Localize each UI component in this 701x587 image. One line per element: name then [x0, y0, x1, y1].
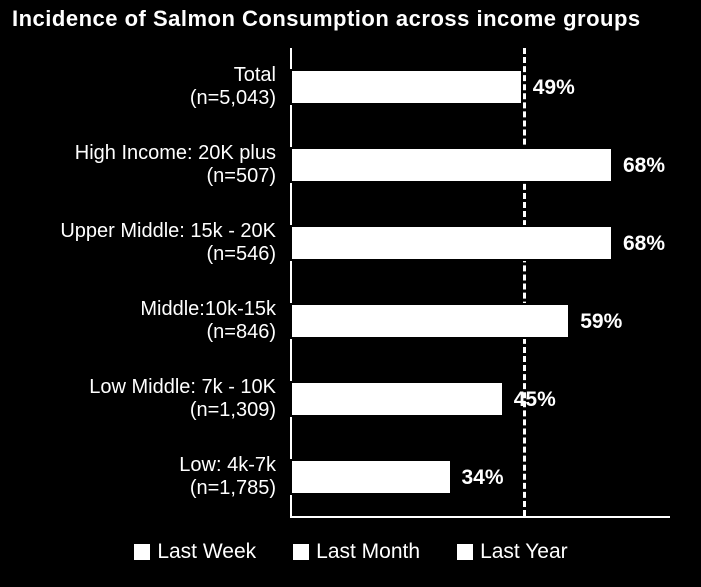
category-label-line1: High Income: 20K plus — [75, 142, 276, 164]
category-label-line1: Upper Middle: 15k - 20K — [60, 220, 276, 242]
bar — [290, 147, 613, 183]
legend-item: Last Year — [456, 540, 568, 564]
category-label: Low: 4k-7k (n=1,785) — [179, 454, 276, 500]
category-label-line2: (n=507) — [207, 165, 277, 187]
plot-area: Total (n=5,043)49%High Income: 20K plus … — [290, 48, 670, 518]
category-label: Total (n=5,043) — [190, 64, 276, 110]
legend-swatch — [133, 543, 151, 561]
category-label: Low Middle: 7k - 10K (n=1,309) — [89, 376, 276, 422]
legend-swatch — [456, 543, 474, 561]
category-label-line2: (n=1,309) — [190, 399, 276, 421]
category-label: Middle:10k-15k (n=846) — [140, 298, 276, 344]
legend-item: Last Week — [133, 540, 256, 564]
legend-label: Last Year — [480, 540, 568, 564]
value-label: 68% — [623, 232, 665, 256]
chart-title: Incidence of Salmon Consumption across i… — [12, 6, 641, 32]
bar — [290, 69, 523, 105]
value-label: 34% — [462, 466, 504, 490]
category-label-line2: (n=5,043) — [190, 87, 276, 109]
value-label: 59% — [580, 310, 622, 334]
bar — [290, 303, 570, 339]
value-label: 68% — [623, 154, 665, 178]
chart-stage: Incidence of Salmon Consumption across i… — [0, 0, 701, 587]
value-label: 45% — [514, 388, 556, 412]
bar — [290, 459, 452, 495]
category-label-line1: Middle:10k-15k — [140, 298, 276, 320]
category-label-line1: Low Middle: 7k - 10K — [89, 376, 276, 398]
category-label: Upper Middle: 15k - 20K (n=546) — [60, 220, 276, 266]
category-label: High Income: 20K plus (n=507) — [75, 142, 276, 188]
legend: Last Week Last Month Last Year — [0, 540, 701, 567]
legend-label: Last Week — [157, 540, 256, 564]
category-label-line2: (n=546) — [207, 243, 277, 265]
legend-swatch — [292, 543, 310, 561]
value-label: 49% — [533, 76, 575, 100]
category-label-line1: Low: 4k-7k — [179, 454, 276, 476]
legend-label: Last Month — [316, 540, 420, 564]
category-label-line2: (n=846) — [207, 321, 277, 343]
x-axis — [290, 516, 670, 518]
bar — [290, 225, 613, 261]
y-axis — [290, 48, 292, 516]
category-label-line2: (n=1,785) — [190, 477, 276, 499]
legend-item: Last Month — [292, 540, 420, 564]
bar — [290, 381, 504, 417]
reference-line — [523, 48, 526, 516]
category-label-line1: Total — [234, 64, 276, 86]
